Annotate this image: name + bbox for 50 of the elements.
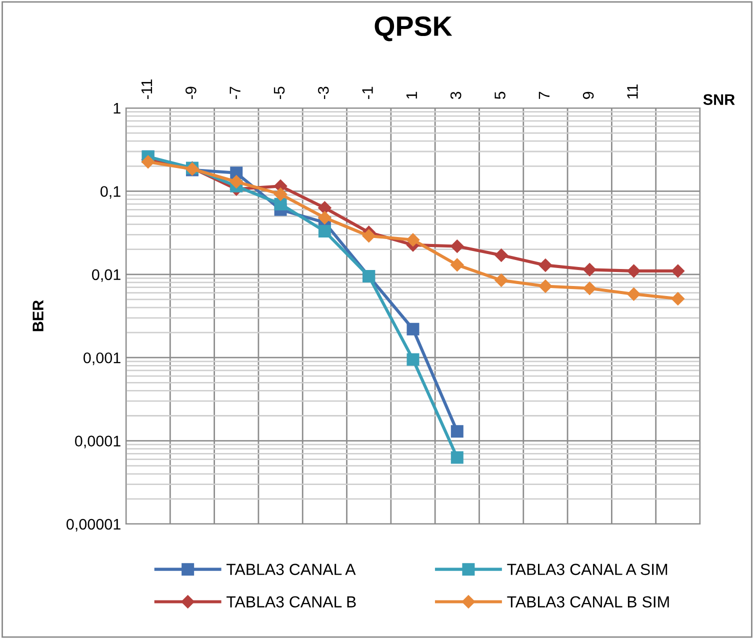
y-tick-label: 0,001	[84, 352, 120, 366]
x-tick-label: 1	[406, 92, 417, 98]
x-tick-label: -7	[230, 86, 240, 99]
point	[450, 258, 464, 272]
y-tick-label: 0,01	[92, 269, 120, 282]
y-tick-label: 1	[114, 103, 120, 114]
legend-label: TABLA3 CANAL A SIM	[507, 564, 668, 576]
point	[583, 282, 596, 295]
point	[450, 451, 464, 464]
x-tick-label: 11	[627, 84, 638, 98]
x-tick-label: 9	[582, 92, 594, 99]
x-tick-label: -3	[318, 86, 329, 99]
y-tick-label: 0,00001	[66, 518, 120, 532]
point	[274, 188, 288, 201]
y-tick-label: 0,0001	[75, 436, 120, 448]
y-axis-title: BER	[32, 300, 44, 332]
legend-label: TABLA3 CANAL B SIM	[507, 596, 669, 608]
legend-label: TABLA3 CANAL A	[226, 564, 356, 576]
point	[406, 233, 420, 246]
x-axis-title: SNR	[703, 94, 735, 105]
point	[494, 248, 508, 262]
point	[627, 287, 640, 301]
point	[671, 292, 685, 306]
point	[494, 274, 508, 287]
point	[362, 229, 376, 243]
point	[406, 322, 420, 336]
x-tick-label: 3	[450, 92, 462, 100]
point	[538, 258, 552, 272]
legend-label: TABLA3 CANAL B	[226, 596, 356, 608]
point	[450, 240, 464, 253]
x-tick-label: -5	[274, 86, 285, 99]
point	[538, 280, 552, 293]
point	[627, 264, 640, 278]
point	[671, 264, 685, 278]
x-tick-label: -9	[186, 86, 196, 99]
point	[141, 155, 155, 168]
point	[450, 425, 464, 438]
point	[230, 175, 243, 188]
point	[274, 198, 287, 210]
y-tick-label: 0,1	[100, 186, 120, 199]
point	[318, 225, 331, 238]
chart-title: QPSK	[374, 16, 452, 42]
point	[318, 201, 332, 214]
point	[318, 211, 332, 224]
x-tick-label: 7	[538, 92, 550, 99]
point	[406, 353, 420, 366]
x-tick-label: -1	[362, 86, 373, 99]
x-tick-label: -11	[142, 79, 152, 99]
x-tick-label: 5	[494, 92, 506, 100]
point	[583, 263, 596, 276]
